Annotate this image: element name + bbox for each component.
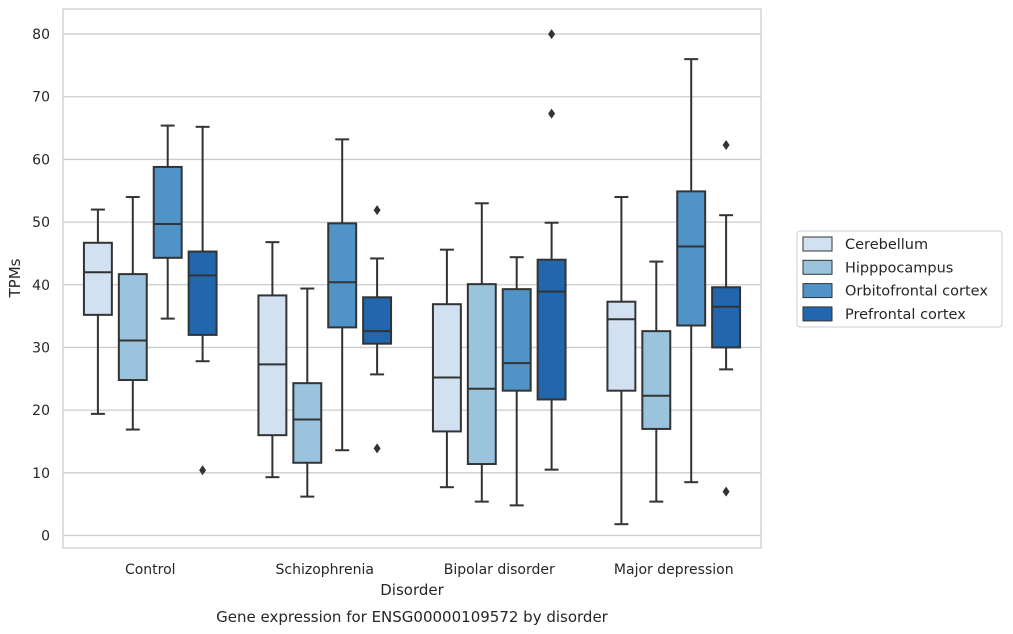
iqr-box [536,258,567,401]
box-2-2 [501,256,532,507]
y-tick-label: 30 [32,340,50,356]
outlier-point [373,443,381,454]
box-3-2 [536,29,567,471]
box-0-0 [82,208,113,415]
iqr-box [431,303,462,433]
outlier-point [722,486,730,497]
x-axis-label: Disorder [380,581,444,599]
iqr-box [187,250,218,336]
box-0-3 [606,196,637,526]
outlier-point [199,465,207,476]
plot-frame [62,8,762,549]
y-tick-label: 50 [32,215,50,231]
iqr-box [711,286,742,349]
y-tick-label: 60 [32,152,50,168]
box-1-1 [292,287,323,498]
legend: Cerebellum Hipppocampus Orbitofrontal cort… [796,230,1003,328]
y-tick-label: 40 [32,278,50,294]
iqr-box [327,222,358,329]
box-1-3 [641,260,672,503]
outlier-point [548,29,556,40]
y-axis-label: TPMs [6,258,24,298]
box-3-3 [711,140,742,497]
iqr-box [292,382,323,464]
x-tick-label: Schizophrenia [276,562,374,578]
plot-boxes [82,29,742,526]
chart-caption: Gene expression for ENSG00000109572 by d… [216,608,609,626]
legend-swatch [802,306,833,322]
outlier-point [548,108,556,119]
x-tick-label: Major depression [614,562,734,578]
y-tick-label: 10 [32,466,50,482]
legend-swatch [802,259,833,275]
y-tick-labels: 0 10 20 30 40 50 60 70 80 [32,27,50,544]
iqr-box [117,273,148,382]
box-3-0 [187,125,218,476]
iqr-box [82,241,113,316]
y-tick-label: 0 [41,528,50,544]
box-2-1 [327,138,358,452]
box-2-3 [676,58,707,484]
box-1-0 [117,196,148,431]
y-tick-label: 70 [32,90,50,106]
iqr-box [606,300,637,392]
iqr-box [466,283,497,466]
legend-swatch [802,283,833,299]
legend-label: Hipppocampus [845,260,953,276]
box-0-2 [431,248,462,489]
x-tick-label: Control [125,562,176,578]
legend-swatch [802,236,833,252]
iqr-box [676,190,707,327]
iqr-box [362,296,393,345]
box-2-0 [152,124,183,320]
legend-label: Cerebellum [845,237,928,253]
box-1-2 [466,202,497,503]
box-3-1 [362,205,393,454]
legend-label: Orbitofrontal cortex [845,284,988,300]
y-tick-label: 80 [32,27,50,43]
x-tick-label: Bipolar disorder [444,562,555,578]
outlier-point [373,205,381,216]
y-tick-label: 20 [32,403,50,419]
legend-frame [796,230,1003,328]
iqr-box [501,288,532,392]
x-tick-labels: Control Schizophrenia Bipolar disorder Majo… [125,562,734,578]
iqr-box [641,330,672,430]
outlier-point [722,140,730,151]
legend-label: Prefrontal cortex [845,307,966,323]
iqr-box [152,165,183,259]
box-0-1 [257,241,288,479]
